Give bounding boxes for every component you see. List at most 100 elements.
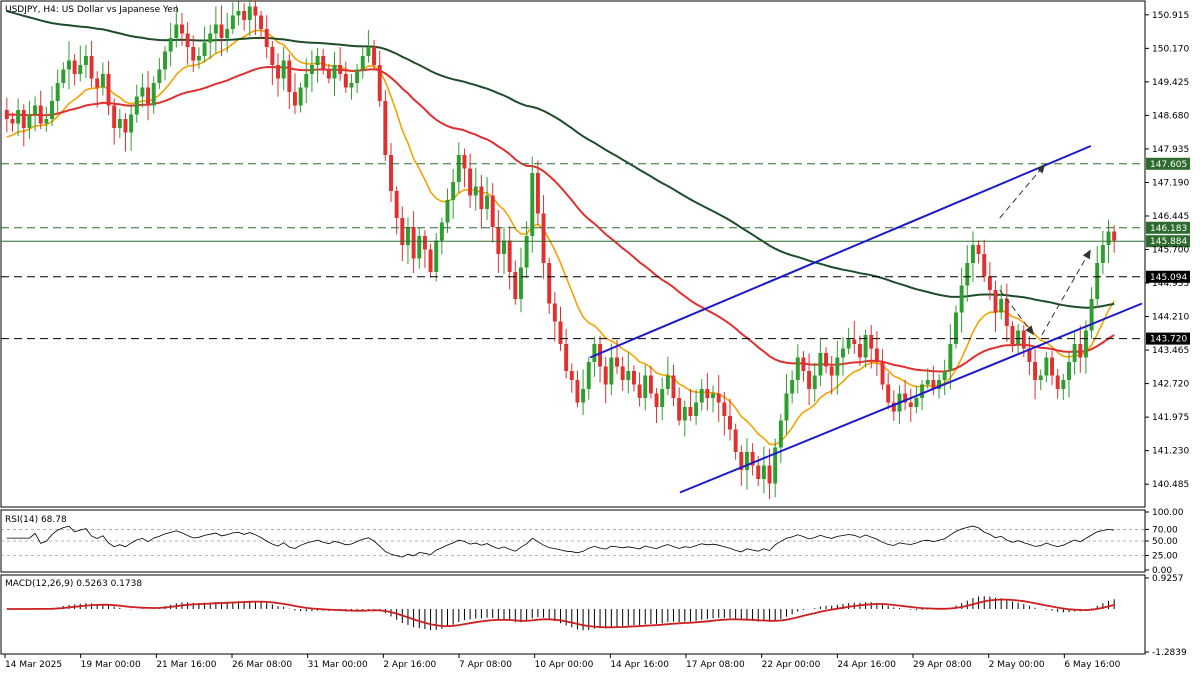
candle-body <box>309 65 314 74</box>
level-tag <box>1146 235 1190 248</box>
candle-body <box>824 353 829 367</box>
channel-upper-line <box>589 145 1092 359</box>
candle-body <box>468 168 473 196</box>
macd-tick-label: -1.2839 <box>1152 648 1187 658</box>
candle-body <box>496 227 501 254</box>
candle-body <box>671 375 676 398</box>
candle-body <box>603 366 608 385</box>
candle-body <box>16 110 21 124</box>
rsi-tick-label: 100.00 <box>1152 508 1184 518</box>
candle-body <box>575 380 580 403</box>
candle-body <box>411 227 416 259</box>
candle-body <box>219 24 224 38</box>
candle-body <box>841 348 845 358</box>
candle-body <box>321 56 326 70</box>
candle-body <box>292 92 297 106</box>
price-tick-label: 143.465 <box>1152 346 1189 356</box>
candle-body <box>925 380 930 385</box>
candle-body <box>112 105 117 128</box>
candle-body <box>886 384 891 403</box>
candle-body <box>778 420 783 448</box>
time-tick-label: 2 Apr 16:00 <box>383 660 436 670</box>
price-tick-label: 142.720 <box>1152 380 1189 390</box>
candle-body <box>716 393 721 403</box>
candle-body <box>1004 299 1009 326</box>
price-tick-label: 144.210 <box>1152 313 1189 323</box>
candle-body <box>954 312 958 344</box>
time-tick-label: 2 May 00:00 <box>989 660 1045 670</box>
candle-body <box>891 402 896 412</box>
macd-tick-label: 0.9257 <box>1152 574 1184 584</box>
candle-body <box>773 447 778 484</box>
price-tick-label: 145.700 <box>1152 246 1189 256</box>
candle-body <box>654 393 659 407</box>
candle-body <box>1078 344 1083 358</box>
candle-body <box>699 389 704 403</box>
macd-title: MACD(12,26,9) 0.5263 0.1738 <box>5 579 142 589</box>
candle-body <box>445 200 450 223</box>
candle-body <box>326 69 331 79</box>
candle-body <box>61 69 66 83</box>
candle-body <box>784 393 789 421</box>
candle-body <box>434 240 439 272</box>
rsi-tick-label: 0.00 <box>1152 566 1172 576</box>
ema-fast-line <box>6 29 1115 446</box>
candle-body <box>366 47 371 56</box>
candle-body <box>72 60 77 74</box>
candle-body <box>987 276 992 290</box>
candle-body <box>428 249 433 272</box>
candle-body <box>547 263 552 304</box>
projection-arrows <box>999 163 1092 336</box>
candle-body <box>129 114 134 133</box>
time-tick-label: 14 Apr 16:00 <box>610 660 669 670</box>
level-tag <box>1146 221 1190 234</box>
price-tick-label: 150.170 <box>1152 44 1189 54</box>
candle-body <box>21 110 26 128</box>
candle-body <box>903 393 908 403</box>
rsi-line <box>6 525 1115 558</box>
candle-body <box>1010 326 1015 344</box>
candle-body <box>400 218 405 245</box>
candle-body <box>1112 231 1117 241</box>
candle-body <box>1083 330 1088 358</box>
ema-mid-line <box>6 65 1115 373</box>
candle-body <box>908 402 913 407</box>
rsi-title: RSI(14) 68.78 <box>5 515 67 525</box>
candle-body <box>276 65 280 79</box>
candle-body <box>27 114 32 128</box>
time-tick-label: 14 Mar 2025 <box>5 660 62 670</box>
candle-body <box>982 254 987 277</box>
candle-body <box>253 6 258 16</box>
candle-body <box>1061 380 1066 389</box>
candle-body <box>360 56 365 70</box>
candle-body <box>660 389 665 407</box>
macd-panel: MACD(12,26,9) 0.5263 0.1738 <box>0 574 1146 655</box>
candle-body <box>846 339 851 349</box>
time-tick-label: 10 Apr 00:00 <box>535 660 594 670</box>
level-tag-label: 145.094 <box>1150 273 1187 283</box>
candle-body <box>688 407 693 416</box>
candle-body <box>383 101 388 155</box>
projection-arrow <box>999 163 1046 219</box>
candle-body <box>694 402 699 416</box>
level-tag-label: 143.720 <box>1150 335 1187 345</box>
rsi-tick-label: 25.00 <box>1152 552 1178 562</box>
candle-body <box>976 245 981 254</box>
candle-body <box>767 465 772 484</box>
candle-body <box>462 155 467 169</box>
price-tick-label: 146.445 <box>1152 212 1189 222</box>
candle-body <box>157 69 162 83</box>
arrow-head <box>1025 325 1034 335</box>
candle-body <box>637 384 642 398</box>
candle-body <box>914 398 919 407</box>
candle-body <box>586 362 591 389</box>
candle-body <box>38 105 43 124</box>
candle-body <box>931 380 936 389</box>
candle-body <box>95 78 100 88</box>
time-tick-label: 7 Apr 08:00 <box>459 660 512 670</box>
candle-body <box>857 344 862 358</box>
candle-body <box>880 362 885 385</box>
candle-body <box>196 56 201 61</box>
candle-body <box>66 60 71 70</box>
